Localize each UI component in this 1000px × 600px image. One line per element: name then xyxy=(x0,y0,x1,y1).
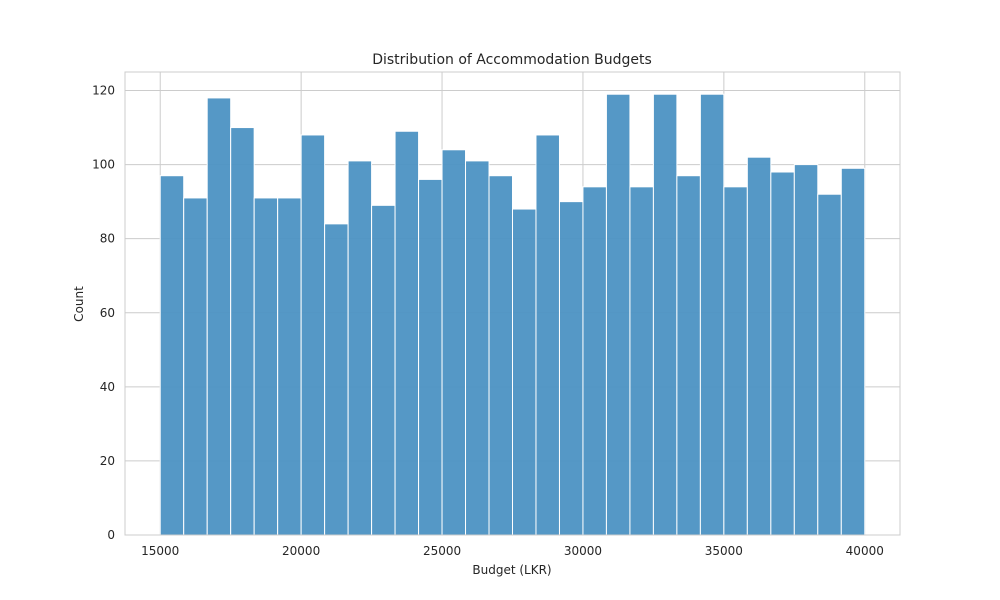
histogram-bar xyxy=(371,204,396,536)
x-tick-label: 30000 xyxy=(564,544,602,558)
histogram-bar xyxy=(629,186,654,536)
histogram-bar xyxy=(699,93,725,536)
histogram-bar xyxy=(817,193,842,536)
histogram-bar xyxy=(418,178,443,536)
histogram-bar xyxy=(465,160,490,536)
y-tick-label: 80 xyxy=(100,232,115,246)
histogram-bar xyxy=(512,208,537,536)
y-tick-labels: 0 20 40 60 80 100 120 xyxy=(92,84,115,542)
chart-title: Distribution of Accommodation Budgets xyxy=(372,52,652,68)
histogram-bar xyxy=(230,127,255,536)
x-tick-label: 35000 xyxy=(705,544,743,558)
histogram-bar xyxy=(441,149,467,536)
x-tick-label: 40000 xyxy=(846,544,884,558)
x-tick-label: 20000 xyxy=(282,544,320,558)
plot-frame xyxy=(124,71,901,536)
histogram-bar xyxy=(652,93,678,536)
histogram-bar xyxy=(535,134,560,536)
histogram-bar xyxy=(746,156,772,536)
y-tick-label: 40 xyxy=(100,380,115,394)
histogram-bar xyxy=(277,197,302,536)
histogram-bar xyxy=(183,197,208,536)
histogram-bar xyxy=(394,130,420,536)
histogram-bar xyxy=(206,97,232,536)
histogram-bar xyxy=(300,134,326,536)
histogram-bar xyxy=(159,175,185,536)
histogram-bar xyxy=(347,160,373,536)
histogram-bar xyxy=(605,93,631,536)
histogram-bar xyxy=(723,186,748,536)
histogram-bar xyxy=(558,201,584,536)
histogram-bar xyxy=(840,167,866,536)
histogram-bar xyxy=(488,175,513,536)
histogram-bar xyxy=(253,197,279,536)
y-tick-label: 100 xyxy=(92,158,115,172)
histogram-bar xyxy=(770,171,795,536)
y-tick-label: 20 xyxy=(100,454,115,468)
histogram-bar xyxy=(324,223,349,536)
histogram-bar xyxy=(676,175,701,536)
y-tick-label: 60 xyxy=(100,306,115,320)
histogram-bar xyxy=(793,164,819,536)
x-tick-label: 25000 xyxy=(423,544,461,558)
y-axis-label: Count xyxy=(72,286,86,322)
x-tick-label: 15000 xyxy=(141,544,179,558)
x-axis-label: Budget (LKR) xyxy=(472,563,551,577)
histogram-bar xyxy=(582,186,607,536)
y-tick-label: 0 xyxy=(107,528,115,542)
bars xyxy=(159,93,866,536)
x-tick-labels: 15000 20000 25000 30000 35000 40000 xyxy=(141,544,884,558)
y-tick-label: 120 xyxy=(92,84,115,98)
